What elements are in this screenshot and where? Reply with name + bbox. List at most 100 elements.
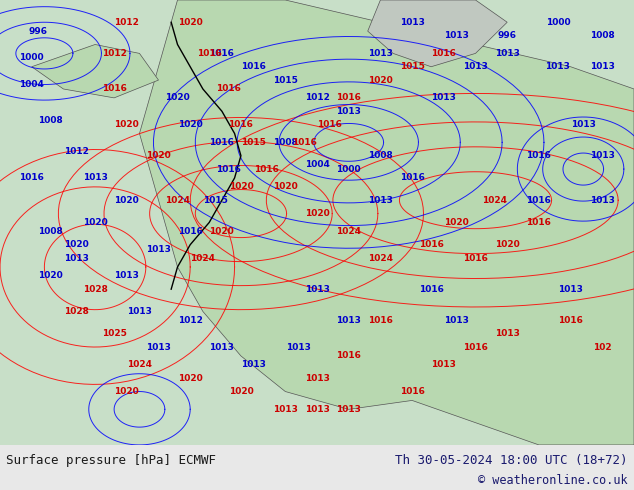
Text: 1013: 1013 [336, 107, 361, 116]
Text: 1008: 1008 [273, 138, 298, 147]
Text: 1013: 1013 [590, 62, 615, 71]
Text: 1025: 1025 [101, 329, 127, 338]
Text: 102: 102 [593, 343, 612, 351]
Text: 1012: 1012 [63, 147, 89, 156]
Text: 1000: 1000 [20, 53, 44, 62]
Text: 1013: 1013 [571, 120, 596, 129]
Text: 1013: 1013 [304, 285, 330, 294]
Text: 1016: 1016 [463, 253, 488, 263]
Text: 1013: 1013 [399, 18, 425, 27]
Text: 1013: 1013 [368, 49, 393, 58]
Text: 1016: 1016 [558, 316, 583, 325]
Text: 1013: 1013 [273, 405, 298, 414]
Text: 1016: 1016 [526, 196, 552, 205]
Text: 1016: 1016 [216, 84, 241, 94]
Text: 1024: 1024 [336, 227, 361, 236]
Text: 1013: 1013 [127, 307, 152, 316]
Text: 1016: 1016 [228, 120, 254, 129]
Text: 1012: 1012 [178, 316, 203, 325]
Text: 1020: 1020 [114, 120, 139, 129]
Text: 1020: 1020 [82, 218, 108, 227]
Text: 1013: 1013 [146, 245, 171, 254]
Text: 1020: 1020 [63, 240, 89, 249]
Text: 1013: 1013 [304, 405, 330, 414]
Text: 1015: 1015 [399, 62, 425, 71]
Polygon shape [368, 0, 507, 67]
Text: 1000: 1000 [337, 165, 361, 173]
FancyBboxPatch shape [0, 0, 634, 445]
Text: 1020: 1020 [228, 387, 254, 396]
Text: 1012: 1012 [101, 49, 127, 58]
Text: 1013: 1013 [590, 151, 615, 160]
Text: 1013: 1013 [336, 316, 361, 325]
Text: 1028: 1028 [82, 285, 108, 294]
Text: 1013: 1013 [495, 329, 520, 338]
Text: 1013: 1013 [63, 253, 89, 263]
Text: 1020: 1020 [209, 227, 235, 236]
Text: 1016: 1016 [418, 285, 444, 294]
Text: 1016: 1016 [336, 351, 361, 361]
Text: 1000: 1000 [546, 18, 570, 27]
Text: 1012: 1012 [304, 94, 330, 102]
Text: 1016: 1016 [209, 49, 235, 58]
Text: 1016: 1016 [418, 240, 444, 249]
Text: 1013: 1013 [444, 316, 469, 325]
Text: 1020: 1020 [178, 120, 203, 129]
Text: 1020: 1020 [368, 75, 393, 85]
Text: 1012: 1012 [114, 18, 139, 27]
Text: 1015: 1015 [241, 138, 266, 147]
Text: 1004: 1004 [304, 160, 330, 169]
Text: 1016: 1016 [399, 173, 425, 182]
Text: 1008: 1008 [368, 151, 393, 160]
Text: 1016: 1016 [241, 62, 266, 71]
Text: 1016: 1016 [336, 94, 361, 102]
Text: 1016: 1016 [19, 173, 44, 182]
Text: 1013: 1013 [444, 31, 469, 40]
Text: 1016: 1016 [431, 49, 456, 58]
Text: 1004: 1004 [19, 80, 44, 89]
Text: 1015: 1015 [273, 75, 298, 85]
Text: 1024: 1024 [127, 360, 152, 369]
Text: Th 30-05-2024 18:00 UTC (18+72): Th 30-05-2024 18:00 UTC (18+72) [395, 454, 628, 467]
Text: 1013: 1013 [82, 173, 108, 182]
Text: 1020: 1020 [178, 374, 203, 383]
Text: 1013: 1013 [241, 360, 266, 369]
Text: 1013: 1013 [114, 271, 139, 280]
Text: 1016: 1016 [526, 218, 552, 227]
Text: 1016: 1016 [292, 138, 317, 147]
Text: 1016: 1016 [216, 165, 241, 173]
Text: 1013: 1013 [336, 405, 361, 414]
Polygon shape [139, 0, 634, 445]
Text: 1008: 1008 [38, 227, 63, 236]
Text: 1020: 1020 [38, 271, 63, 280]
Text: 1016: 1016 [526, 151, 552, 160]
Text: 1016: 1016 [399, 387, 425, 396]
Text: 1016: 1016 [463, 343, 488, 351]
Text: 1016: 1016 [254, 165, 279, 173]
Text: 1024: 1024 [368, 253, 393, 263]
Text: 1020: 1020 [165, 94, 190, 102]
Text: 1013: 1013 [431, 94, 456, 102]
Text: 1016: 1016 [178, 227, 203, 236]
Text: 1013: 1013 [146, 343, 171, 351]
Text: 1024: 1024 [190, 253, 216, 263]
Text: 1020: 1020 [114, 196, 139, 205]
Text: 1020: 1020 [228, 182, 254, 192]
Text: 1020: 1020 [444, 218, 469, 227]
Text: © weatheronline.co.uk: © weatheronline.co.uk [478, 474, 628, 488]
Text: 1020: 1020 [304, 209, 330, 218]
Text: 1013: 1013 [209, 343, 235, 351]
Text: 1008: 1008 [590, 31, 615, 40]
Text: 1016: 1016 [317, 120, 342, 129]
Text: 1013: 1013 [463, 62, 488, 71]
Text: 1020: 1020 [495, 240, 520, 249]
Text: 996: 996 [29, 26, 48, 36]
Text: 1028: 1028 [63, 307, 89, 316]
Text: 1016: 1016 [209, 138, 235, 147]
Text: 1013: 1013 [285, 343, 311, 351]
Text: 1013: 1013 [431, 360, 456, 369]
Text: 1024: 1024 [482, 196, 507, 205]
Text: 1016: 1016 [101, 84, 127, 94]
Text: 1024: 1024 [165, 196, 190, 205]
Text: Surface pressure [hPa] ECMWF: Surface pressure [hPa] ECMWF [6, 454, 216, 467]
